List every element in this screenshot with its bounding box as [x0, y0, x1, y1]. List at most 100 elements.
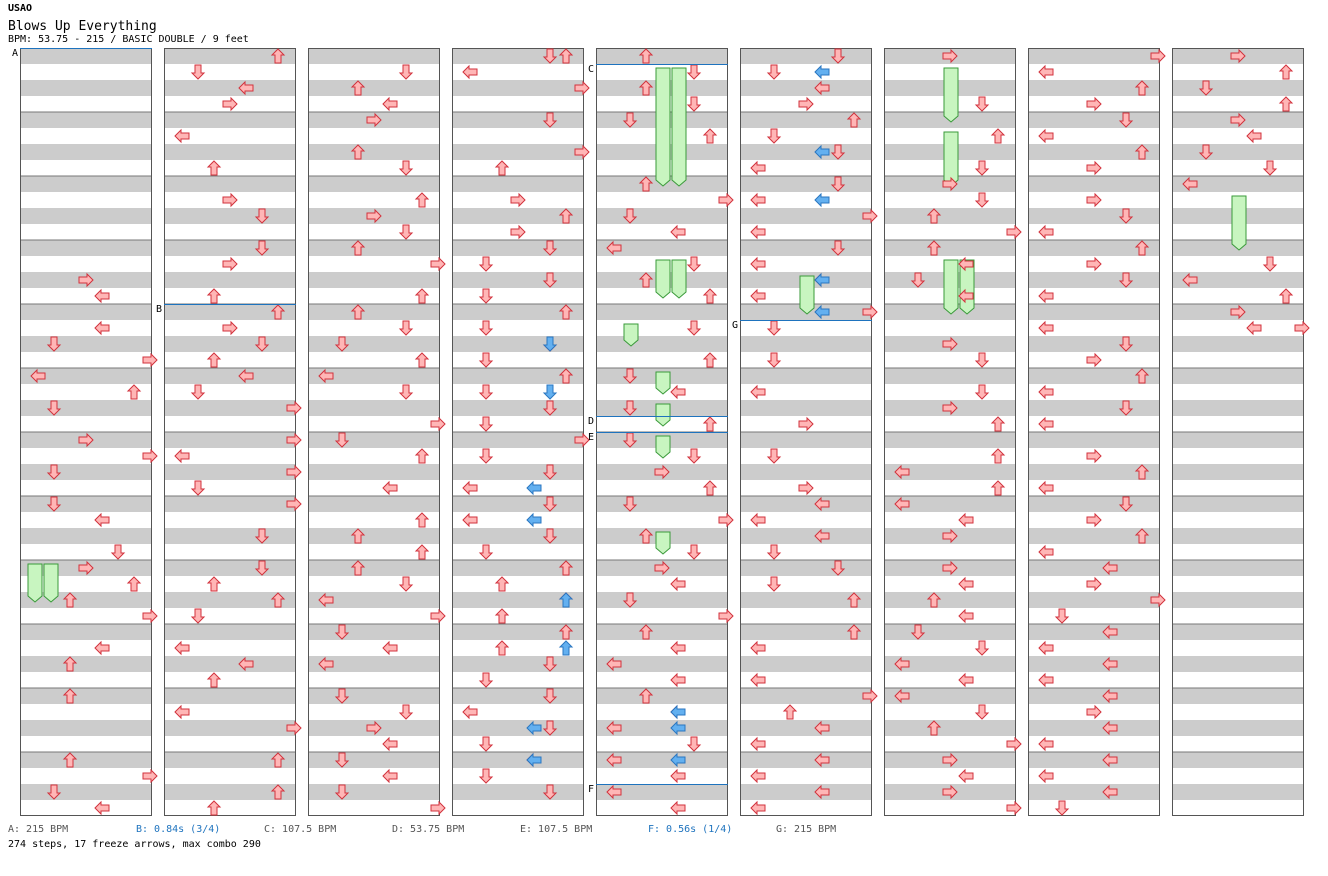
blue-arrow	[558, 640, 574, 656]
stripe	[308, 592, 440, 608]
step-arrow	[478, 256, 494, 272]
step-arrow	[750, 192, 766, 208]
freeze-arrow	[1231, 195, 1247, 251]
stripe	[740, 560, 872, 576]
step-arrow	[1118, 400, 1134, 416]
stripe	[452, 112, 584, 128]
stripe	[884, 208, 1016, 224]
step-arrow	[542, 112, 558, 128]
step-arrow	[846, 592, 862, 608]
step-arrow	[1038, 224, 1054, 240]
step-arrow	[478, 288, 494, 304]
step-arrow	[926, 592, 942, 608]
step-arrow	[1038, 384, 1054, 400]
stripe	[1028, 368, 1160, 384]
step-arrow	[750, 384, 766, 400]
step-arrow	[958, 608, 974, 624]
stripe	[1172, 400, 1304, 416]
step-arrow	[478, 768, 494, 784]
stripe	[740, 400, 872, 416]
step-arrow	[254, 560, 270, 576]
step-arrow	[750, 800, 766, 816]
step-arrow	[1102, 656, 1118, 672]
stripe	[1028, 336, 1160, 352]
stripe	[20, 720, 152, 736]
step-arrow	[814, 528, 830, 544]
step-arrow	[286, 400, 302, 416]
stripe	[308, 528, 440, 544]
step-arrow	[254, 208, 270, 224]
freeze-arrow	[655, 531, 671, 555]
step-arrow	[958, 672, 974, 688]
stripe	[596, 688, 728, 704]
blue-arrow	[814, 144, 830, 160]
step-arrow	[638, 272, 654, 288]
stripe	[452, 496, 584, 512]
step-arrow	[542, 48, 558, 64]
stripe	[452, 400, 584, 416]
step-arrow	[942, 48, 958, 64]
step-arrow	[142, 352, 158, 368]
stripe	[740, 752, 872, 768]
stripe	[596, 496, 728, 512]
stripe	[884, 720, 1016, 736]
step-arrow	[414, 288, 430, 304]
stripe	[596, 336, 728, 352]
step-arrow	[78, 272, 94, 288]
step-arrow	[1134, 528, 1150, 544]
freeze-arrow	[655, 259, 671, 299]
step-arrow	[750, 256, 766, 272]
step-arrow	[670, 384, 686, 400]
step-arrow	[1134, 464, 1150, 480]
chart-column	[1172, 48, 1304, 816]
stripe	[1172, 464, 1304, 480]
speed-change-label: D	[588, 416, 594, 427]
stripe	[20, 784, 152, 800]
step-arrow	[94, 800, 110, 816]
stripe	[452, 624, 584, 640]
stripe	[20, 80, 152, 96]
stripe	[452, 464, 584, 480]
step-arrow	[190, 384, 206, 400]
stripe	[452, 272, 584, 288]
stripe	[884, 368, 1016, 384]
step-arrow	[862, 688, 878, 704]
stripe	[308, 272, 440, 288]
stripe	[20, 400, 152, 416]
step-arrow	[366, 208, 382, 224]
blue-arrow	[542, 336, 558, 352]
stripe	[452, 432, 584, 448]
step-arrow	[46, 400, 62, 416]
step-arrow	[206, 800, 222, 816]
stripe	[452, 240, 584, 256]
stripe	[20, 48, 152, 64]
step-arrow	[46, 336, 62, 352]
stripe	[884, 688, 1016, 704]
step-arrow	[78, 432, 94, 448]
step-arrow	[462, 512, 478, 528]
step-arrow	[1198, 80, 1214, 96]
stripe	[452, 208, 584, 224]
stripe	[740, 784, 872, 800]
stripe	[452, 176, 584, 192]
stripe	[164, 784, 296, 800]
step-arrow	[750, 736, 766, 752]
step-arrow	[206, 352, 222, 368]
speed-change-label: E	[588, 432, 594, 443]
freeze-arrow	[655, 435, 671, 459]
stripe	[1028, 208, 1160, 224]
step-arrow	[974, 640, 990, 656]
stripe	[164, 624, 296, 640]
step-arrow	[702, 416, 718, 432]
step-arrow	[126, 576, 142, 592]
step-arrow	[1006, 736, 1022, 752]
stripe	[20, 112, 152, 128]
step-arrow	[990, 480, 1006, 496]
step-arrow	[1086, 576, 1102, 592]
step-arrow	[766, 448, 782, 464]
step-arrow	[814, 720, 830, 736]
stripe	[596, 752, 728, 768]
step-arrow	[1086, 256, 1102, 272]
step-arrow	[750, 768, 766, 784]
step-arrow	[1278, 96, 1294, 112]
